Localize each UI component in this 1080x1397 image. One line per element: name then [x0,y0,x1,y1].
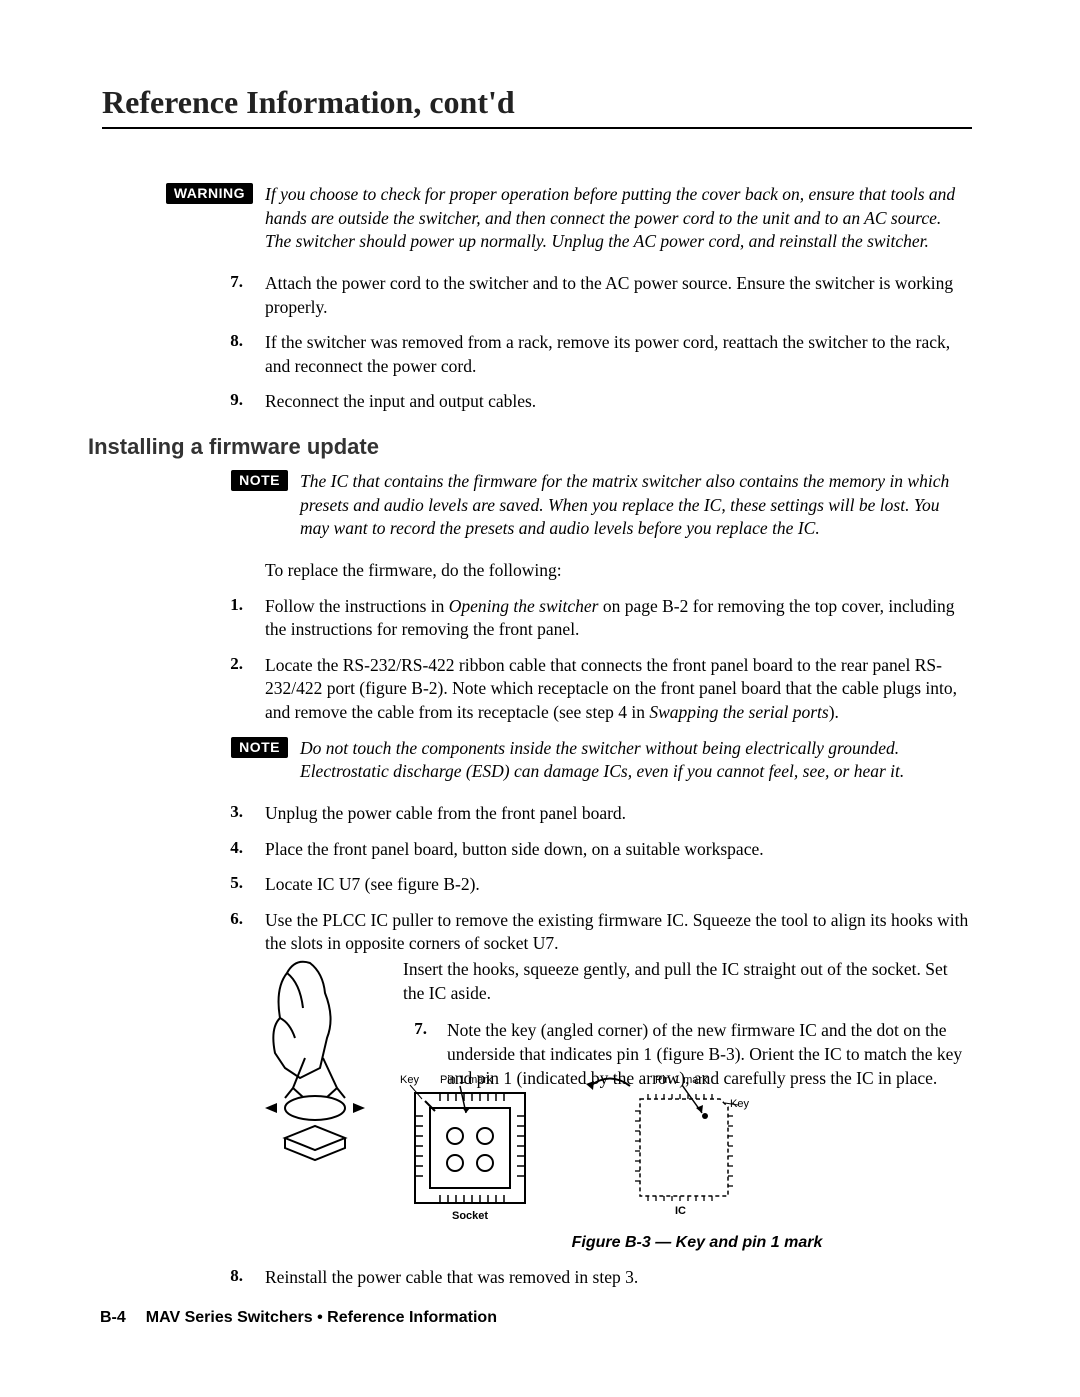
step-number: 4. [230,838,243,857]
figure-caption: Figure B-3 — Key and pin 1 mark [272,1234,970,1252]
list-item: 8. Reinstall the power cable that was re… [110,1266,970,1290]
step-number: 8. [230,1266,243,1285]
footer-text: MAV Series Switchers • Reference Informa… [146,1309,497,1326]
section-heading: Installing a firmware update [88,434,970,460]
step-text: Follow the instructions in Opening the s… [265,595,970,642]
step-number: 1. [230,595,243,614]
fig-label-pin1: Pin 1 mark [440,1074,493,1086]
step-number: 3. [230,802,243,821]
note-text: The IC that contains the firmware for th… [300,470,970,541]
step-text: Place the front panel board, button side… [265,838,970,862]
intro-text: To replace the firmware, do the followin… [265,559,970,583]
list-item: 5. Locate IC U7 (see figure B-2). [110,873,970,897]
step-text: If the switcher was removed from a rack,… [265,331,970,378]
step-text: Attach the power cord to the switcher an… [265,272,970,319]
list-item: 1. Follow the instructions in Opening th… [110,595,970,642]
step-number: 5. [230,873,243,892]
step-number: 8. [230,331,243,350]
warning-tag: WARNING [166,183,253,204]
step-text: Locate the RS-232/RS-422 ribbon cable th… [265,654,970,725]
hand-puller-icon [265,958,385,1168]
note-tag: NOTE [231,737,288,758]
content: WARNING If you choose to check for prope… [110,183,970,1290]
note-callout: NOTE Do not touch the components inside … [110,737,970,784]
step-number: 7. [230,272,243,291]
key-pin1-diagram-icon: Key Pin 1 mark Pin 1 mark Key Socket IC [400,1071,770,1221]
page-title: Reference Information, cont'd [102,84,970,121]
title-rule [102,127,972,129]
step-number: 9. [230,390,243,409]
step-text: Use the PLCC IC puller to remove the exi… [265,909,970,956]
step-number: 6. [230,909,243,928]
list-item: 7. Attach the power cord to the switcher… [110,272,970,319]
note-callout: NOTE The IC that contains the firmware f… [110,470,970,541]
step-text: Reconnect the input and output cables. [265,390,970,414]
list-item: 6. Use the PLCC IC puller to remove the … [110,909,970,956]
fig-label-socket: Socket [452,1210,488,1221]
hand-figure [265,958,385,1173]
step-number: 7. [414,1019,427,1038]
list-item: 9. Reconnect the input and output cables… [110,390,970,414]
fig-label-pin1: Pin 1 mark [655,1074,708,1086]
fig-label-key: Key [400,1074,419,1086]
fig-label-ic: IC [675,1205,686,1217]
step-text: Unplug the power cable from the front pa… [265,802,970,826]
step-number: 2. [230,654,243,673]
list-item: 4. Place the front panel board, button s… [110,838,970,862]
step6-line2: Insert the hooks, squeeze gently, and pu… [403,958,970,1005]
list-item: 2. Locate the RS-232/RS-422 ribbon cable… [110,654,970,725]
list-item: 8. If the switcher was removed from a ra… [110,331,970,378]
page-number: B-4 [100,1309,126,1326]
step-text: Reinstall the power cable that was remov… [265,1266,970,1290]
warning-callout: WARNING If you choose to check for prope… [110,183,970,254]
page: Reference Information, cont'd WARNING If… [0,0,1080,1397]
page-footer: B-4 MAV Series Switchers • Reference Info… [100,1309,497,1327]
step-text: Locate IC U7 (see figure B-2). [265,873,970,897]
note-text: Do not touch the components inside the s… [300,737,970,784]
list-item: 3. Unplug the power cable from the front… [110,802,970,826]
warning-text: If you choose to check for proper operat… [265,183,970,254]
note-tag: NOTE [231,470,288,491]
